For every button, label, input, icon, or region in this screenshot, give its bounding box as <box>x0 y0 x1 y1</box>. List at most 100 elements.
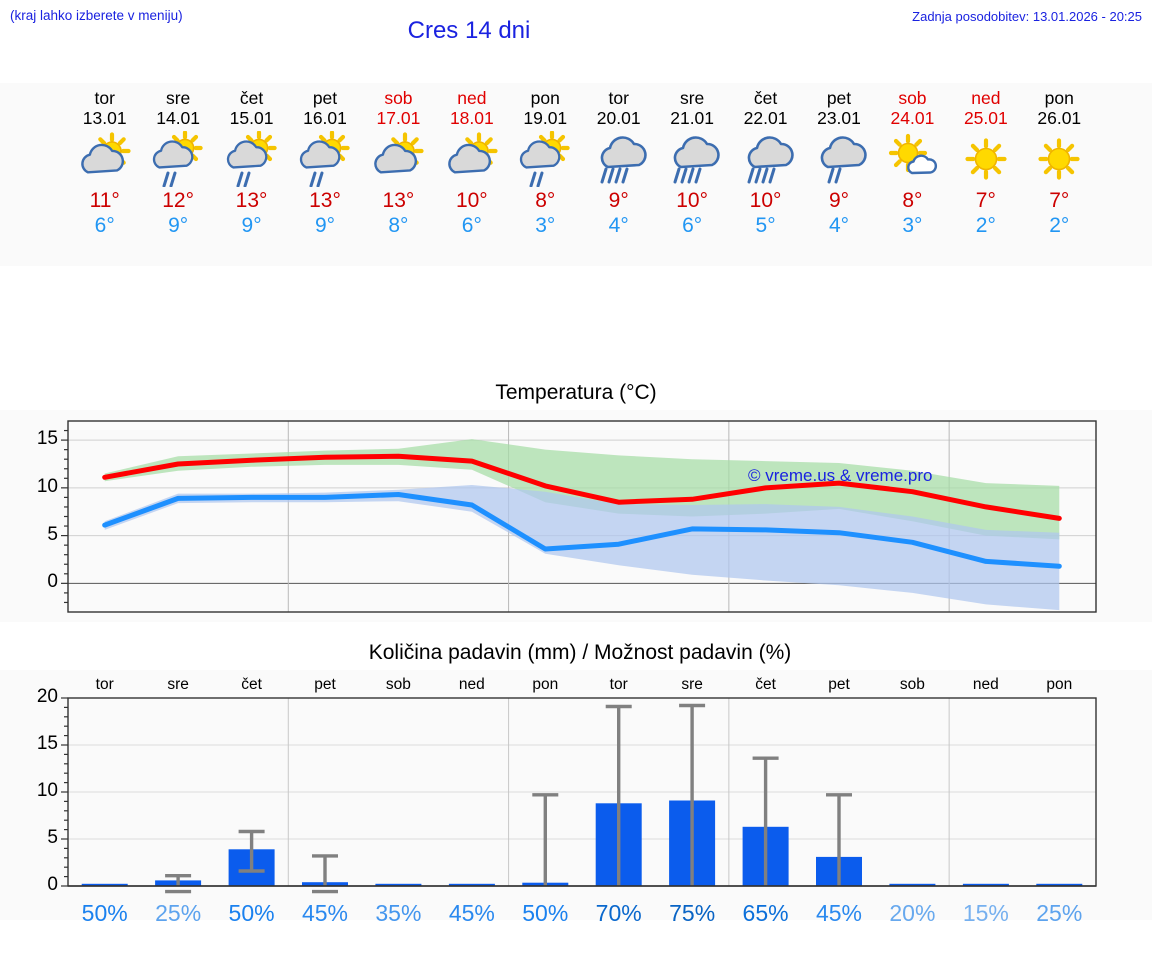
min-temperature-value: 9° <box>314 214 336 237</box>
precipitation-x-axis-day-label: tor <box>609 676 628 693</box>
precipitation-probability-label: 45% <box>301 900 349 926</box>
precipitation-x-axis-day-label: sre <box>681 676 703 693</box>
day-card-sre-21.01[interactable]: sre 21.01 10° 6° <box>653 83 731 238</box>
partly-cloudy-icon <box>66 130 144 188</box>
day-card-pon-19.01[interactable]: pon 19.01 8° 3° <box>506 83 584 238</box>
rain-icon <box>727 130 805 188</box>
max-temperature-value: 13° <box>235 189 268 212</box>
max-temperature-value: 13° <box>309 189 341 212</box>
day-date-label: 21.01 <box>670 108 715 128</box>
day-card-tor-13.01[interactable]: tor 13.01 11° 6° <box>66 83 144 238</box>
page-title: Cres 14 dni <box>407 17 531 44</box>
partly-cloudy-rain-icon <box>506 130 584 188</box>
precipitation-probability-label: 25% <box>155 900 202 926</box>
partly-cloudy-icon <box>433 130 511 188</box>
menu-hint-text: (kraj lahko izberete v meniju) <box>10 8 183 23</box>
day-of-week-label: pon <box>530 88 560 108</box>
day-card-pet-16.01[interactable]: pet 16.01 13° 9° <box>286 83 364 238</box>
precipitation-probability-label: 50% <box>228 900 275 926</box>
day-date-label: 17.01 <box>376 108 421 128</box>
min-temperature-value: 6° <box>94 214 115 237</box>
day-date-label: 13.01 <box>82 108 127 128</box>
sunny-icon <box>947 130 1025 188</box>
rain-icon <box>653 130 731 188</box>
max-temperature-value: 9° <box>828 189 850 212</box>
precipitation-probability-label: 35% <box>375 900 422 926</box>
day-of-week-label: ned <box>971 88 1001 108</box>
day-date-label: 26.01 <box>1037 108 1082 128</box>
copyright-text: © vreme.us & vreme.pro <box>748 466 933 485</box>
precipitation-probability-label: 45% <box>815 900 863 926</box>
precipitation-x-axis-day-label: ned <box>972 676 999 693</box>
day-card-sob-24.01[interactable]: sob 24.01 8° 3° <box>873 83 951 238</box>
max-temperature-value: 9° <box>608 189 629 212</box>
day-date-label: 23.01 <box>817 108 861 128</box>
precipitation-y-axis-label: 0 <box>47 874 58 895</box>
temperature-y-axis-label: 15 <box>36 428 58 450</box>
light-rain-icon <box>800 130 878 188</box>
precipitation-probability-label: 50% <box>81 900 128 926</box>
precipitation-probability-label: 65% <box>742 900 789 926</box>
daily-forecast-strip: tor 13.01 11° 6° sre 14.01 12° 9° čet 15.01 13° 9° p… <box>0 83 1152 266</box>
day-card-pon-26.01[interactable]: pon 26.01 7° 2° <box>1020 83 1098 238</box>
precipitation-x-axis-day-label: sob <box>385 676 411 693</box>
temperature-y-axis-label: 10 <box>36 475 58 497</box>
day-of-week-label: sre <box>165 88 191 108</box>
min-temperature-value: 3° <box>535 214 556 237</box>
partly-cloudy-rain-icon <box>213 130 291 188</box>
day-card-čet-22.01[interactable]: čet 22.01 10° 5° <box>727 83 805 238</box>
day-date-label: 25.01 <box>963 108 1008 128</box>
precipitation-x-axis-day-label: pon <box>532 676 559 693</box>
min-temperature-value: 3° <box>902 214 923 237</box>
min-temperature-value: 9° <box>168 214 189 237</box>
day-card-ned-25.01[interactable]: ned 25.01 7° 2° <box>947 83 1025 238</box>
temperature-y-axis-label: 0 <box>47 571 58 593</box>
day-of-week-label: ned <box>457 88 487 108</box>
partly-cloudy-rain-icon <box>139 130 217 188</box>
partly-cloudy-icon <box>359 130 437 188</box>
last-updated-text: Zadnja posodobitev: 13.01.2026 - 20:25 <box>912 9 1142 24</box>
min-temperature-value: 9° <box>241 214 262 237</box>
day-of-week-label: pet <box>826 88 852 108</box>
min-temperature-value: 4° <box>608 214 629 237</box>
max-temperature-value: 7° <box>975 189 996 212</box>
precipitation-x-axis-day-label: ned <box>458 676 485 693</box>
max-temperature-value: 10° <box>749 189 782 212</box>
max-temperature-value: 8° <box>902 189 923 212</box>
max-temperature-value: 10° <box>676 189 709 212</box>
day-of-week-label: sob <box>384 88 413 108</box>
day-card-tor-20.01[interactable]: tor 20.01 9° 4° <box>580 83 658 238</box>
precipitation-x-axis-day-label: čet <box>241 676 262 693</box>
precipitation-x-axis-day-label: sre <box>167 676 189 693</box>
precipitation-y-axis-label: 20 <box>36 686 58 707</box>
day-of-week-label: pet <box>312 88 338 108</box>
min-temperature-value: 2° <box>975 214 996 237</box>
min-temperature-value: 2° <box>1049 214 1070 237</box>
precipitation-probability-label: 20% <box>889 900 936 926</box>
day-card-ned-18.01[interactable]: ned 18.01 10° 6° <box>433 83 511 238</box>
day-date-label: 16.01 <box>303 108 347 128</box>
precipitation-y-axis-label: 10 <box>36 780 58 801</box>
precipitation-x-axis-day-label: sob <box>899 676 925 693</box>
day-of-week-label: čet <box>753 88 778 108</box>
max-temperature-value: 8° <box>535 189 556 212</box>
max-temperature-value: 7° <box>1049 189 1070 212</box>
min-temperature-value: 5° <box>755 214 776 237</box>
temperature-chart-title: Temperatura (°C) <box>0 378 1152 410</box>
temperature-y-axis-label: 5 <box>47 523 58 545</box>
day-card-sob-17.01[interactable]: sob 17.01 13° 8° <box>359 83 437 238</box>
day-of-week-label: sre <box>679 88 705 108</box>
precipitation-probability-label: 15% <box>962 900 1009 926</box>
day-date-label: 19.01 <box>523 108 568 128</box>
precipitation-probability-label: 75% <box>669 900 716 926</box>
max-temperature-value: 11° <box>89 189 120 212</box>
day-date-label: 24.01 <box>890 108 935 128</box>
day-card-sre-14.01[interactable]: sre 14.01 12° 9° <box>139 83 217 238</box>
precipitation-probability-label: 25% <box>1036 900 1083 926</box>
day-of-week-label: čet <box>239 88 264 108</box>
precipitation-x-axis-day-label: pon <box>1046 676 1073 693</box>
min-temperature-value: 6° <box>461 214 482 237</box>
day-card-čet-15.01[interactable]: čet 15.01 13° 9° <box>213 83 291 238</box>
day-card-pet-23.01[interactable]: pet 23.01 9° 4° <box>800 83 878 238</box>
day-date-label: 18.01 <box>449 108 494 128</box>
